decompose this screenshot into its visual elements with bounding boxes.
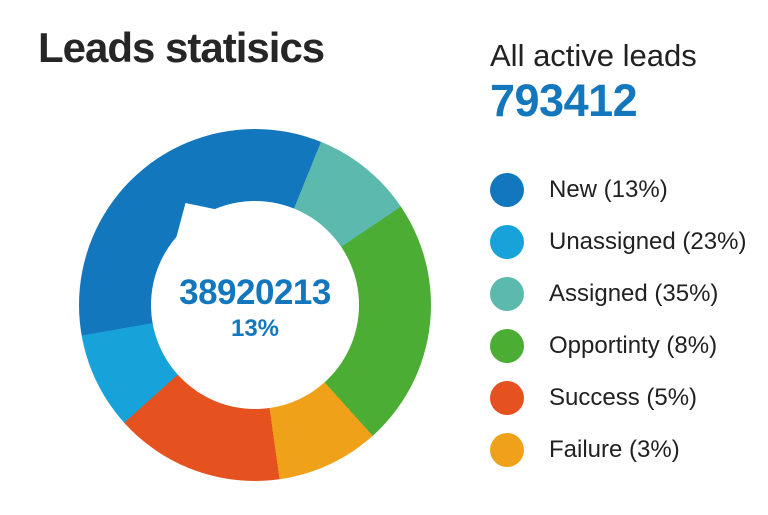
donut-ring[interactable] [79,129,431,481]
legend-item-success[interactable]: Success (5%) [490,381,746,415]
legend-swatch-icon [490,381,524,415]
legend-swatch-icon [490,433,524,467]
page-title: Leads statisics [38,24,325,71]
legend-label: Success (5%) [549,384,698,411]
donut-chart: 38920213 13% [79,129,431,481]
legend-item-assigned[interactable]: Assigned (35%) [490,277,746,311]
legend-swatch-icon [490,225,524,259]
legend-item-new[interactable]: New (13%) [490,173,746,207]
legend-label: Opportinty (8%) [549,332,718,359]
legend-label: Assigned (35%) [549,280,719,307]
legend-swatch-icon [490,329,524,363]
legend-label: Unassigned (23%) [549,228,747,255]
legend-item-failure[interactable]: Failure (3%) [490,433,746,467]
legend-swatch-icon [490,277,524,311]
legend-item-unassigned[interactable]: Unassigned (23%) [490,225,746,259]
legend-swatch-icon [490,173,524,207]
active-leads-count: 793412 [490,75,638,126]
legend-label: New (13%) [549,176,668,203]
legend: New (13%) Unassigned (23%) Assigned (35%) O… [490,173,746,467]
legend-label: Failure (3%) [549,436,680,463]
legend-item-opportinty[interactable]: Opportinty (8%) [490,329,746,363]
active-leads-heading: All active leads [490,38,697,73]
